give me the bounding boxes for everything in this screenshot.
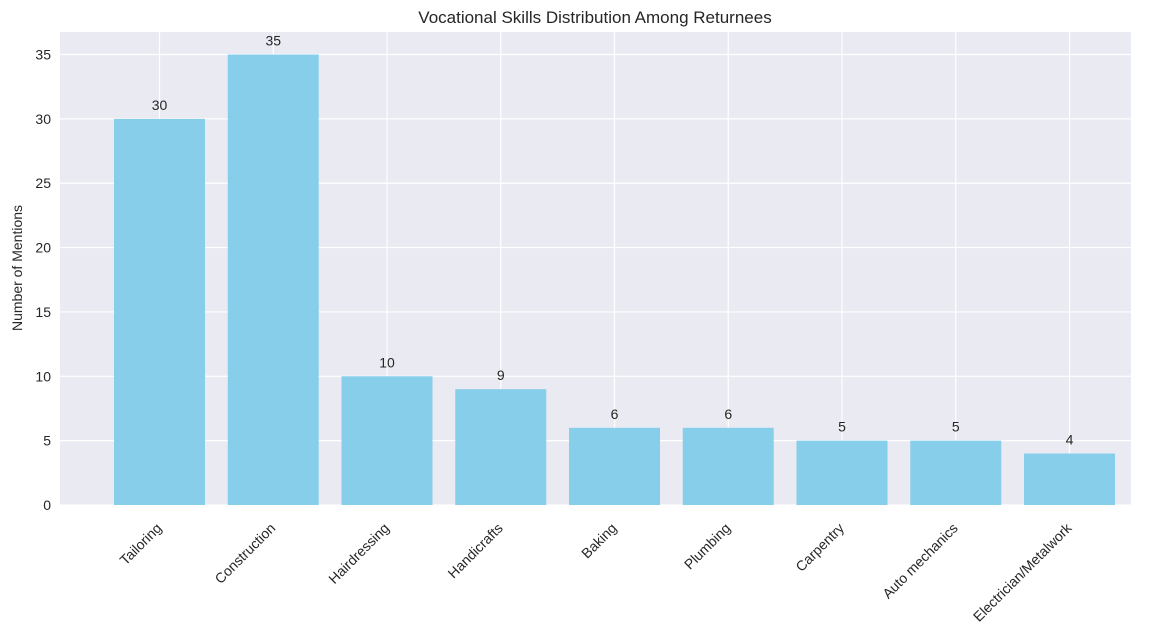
y-tick-label: 15 xyxy=(35,304,51,320)
bar-plumbing xyxy=(682,427,774,505)
x-tick-label: Handicrafts xyxy=(444,520,505,581)
x-tick-label: Carpentry xyxy=(792,520,847,575)
y-tick-label: 35 xyxy=(35,47,51,63)
x-tick-label: Baking xyxy=(578,520,620,562)
bar-baking xyxy=(569,427,660,505)
data-labels: 30 35 10 9 6 6 5 5 4 xyxy=(152,33,1074,448)
bar-carpentry xyxy=(796,440,888,505)
bars xyxy=(114,54,1115,506)
bar-value-label: 30 xyxy=(152,97,168,113)
bar-electrician-metalwork xyxy=(1024,453,1115,505)
y-tick-label: 0 xyxy=(43,497,51,513)
bar-handicrafts xyxy=(455,389,547,505)
bar-value-label: 6 xyxy=(724,406,732,422)
bar-tailoring xyxy=(114,118,205,505)
x-tick-label: Tailoring xyxy=(116,520,164,568)
bar-value-label: 9 xyxy=(497,367,505,383)
bar-value-label: 5 xyxy=(838,419,846,435)
bar-value-label: 35 xyxy=(265,33,281,49)
x-axis-ticks: Tailoring Construction Hairdressing Handicr… xyxy=(116,519,1075,624)
y-tick-label: 10 xyxy=(35,368,51,384)
x-tick-label: Electrician/Metalwork xyxy=(970,519,1076,624)
x-tick-label: Auto mechanics xyxy=(879,520,961,602)
x-tick-label: Construction xyxy=(211,520,278,587)
y-tick-label: 30 xyxy=(35,111,51,127)
bar-value-label: 6 xyxy=(611,406,619,422)
bar-value-label: 4 xyxy=(1066,432,1074,448)
y-axis-label: Number of Mentions xyxy=(9,205,25,331)
bar-hairdressing xyxy=(341,376,433,505)
y-tick-label: 25 xyxy=(35,175,51,191)
bar-value-label: 5 xyxy=(952,419,960,435)
y-axis-ticks: 0 5 10 15 20 25 30 35 xyxy=(35,47,51,513)
bar-value-label: 10 xyxy=(379,354,395,370)
x-tick-label: Hairdressing xyxy=(325,520,392,587)
chart-title: Vocational Skills Distribution Among Ret… xyxy=(418,8,771,27)
y-tick-label: 5 xyxy=(43,433,51,449)
y-tick-label: 20 xyxy=(35,240,51,256)
x-tick-label: Plumbing xyxy=(681,520,734,573)
bar-construction xyxy=(227,54,319,506)
bar-auto-mechanics xyxy=(910,440,1002,505)
